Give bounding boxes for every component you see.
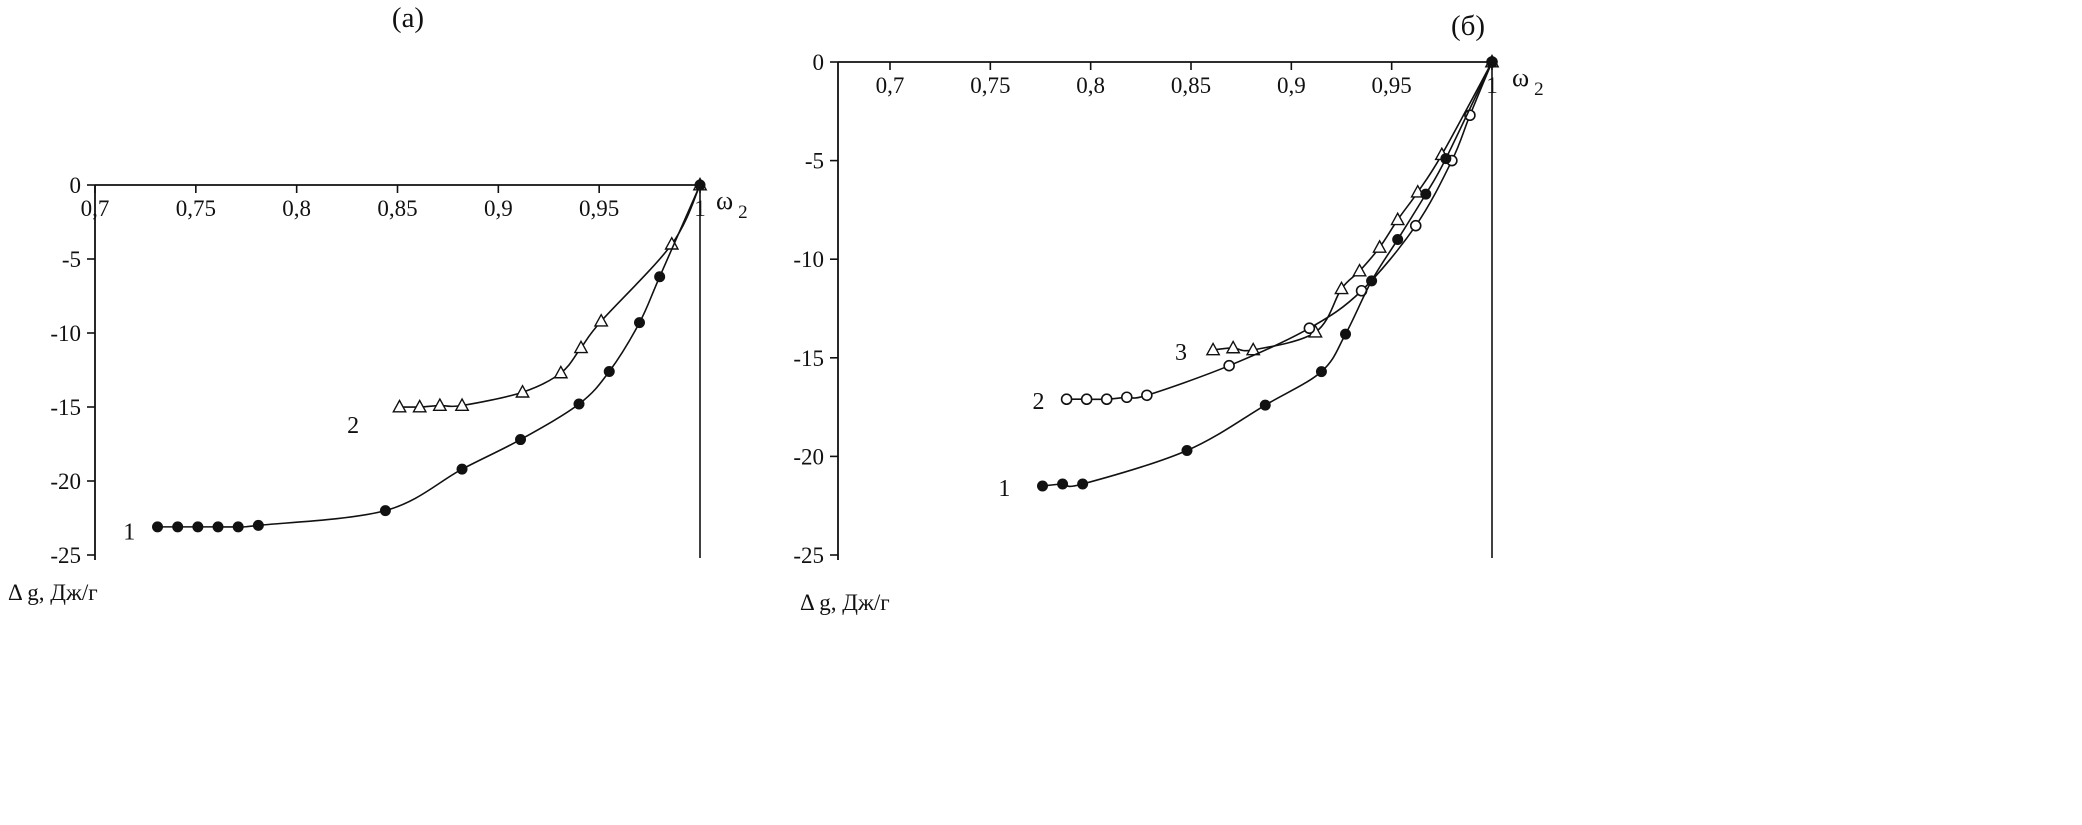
x-tick-label: 0,85 bbox=[1171, 73, 1211, 98]
series-3-label: 3 bbox=[1175, 340, 1187, 366]
open-circle-marker bbox=[1409, 219, 1422, 232]
open-triangle-marker bbox=[412, 399, 428, 413]
filled-circle-marker bbox=[573, 398, 585, 410]
y-tick-label: -15 bbox=[793, 346, 824, 371]
filled-circle-marker bbox=[1392, 233, 1404, 245]
filled-circle-marker bbox=[634, 317, 645, 329]
y-tick-label: -10 bbox=[50, 321, 81, 346]
open-triangle-marker bbox=[573, 339, 589, 354]
filled-circle-marker bbox=[1037, 480, 1049, 492]
x-tick-label: 0,75 bbox=[970, 73, 1010, 98]
open-circle-marker bbox=[1223, 359, 1235, 372]
open-triangle-marker bbox=[432, 397, 448, 412]
open-triangle-marker bbox=[593, 313, 609, 327]
series-2-label: 2 bbox=[1032, 389, 1044, 415]
open-triangle-marker bbox=[515, 384, 530, 398]
filled-circle-marker bbox=[379, 505, 391, 517]
y-tick-label: -15 bbox=[50, 395, 81, 420]
x-tick-label: 0,75 bbox=[176, 196, 216, 221]
filled-circle-marker bbox=[212, 521, 224, 533]
y-tick-label: 0 bbox=[813, 50, 825, 75]
open-circle-marker bbox=[1100, 393, 1113, 406]
y-tick-label: -10 bbox=[793, 247, 824, 272]
open-triangle-marker bbox=[1225, 339, 1241, 354]
open-triangle-marker bbox=[1372, 239, 1388, 253]
filled-circle-marker bbox=[1486, 56, 1498, 68]
y-tick-label: -20 bbox=[793, 444, 824, 469]
open-circle-marker bbox=[1141, 389, 1153, 402]
series-1-label: 1 bbox=[998, 476, 1010, 502]
filled-circle-marker bbox=[232, 521, 244, 533]
series-2-curve bbox=[399, 184, 701, 408]
x-tick-label: 1 bbox=[1486, 73, 1498, 98]
series-2-curve bbox=[1066, 61, 1493, 401]
filled-circle-marker bbox=[1440, 153, 1452, 165]
y-tick-label: -25 bbox=[50, 543, 81, 568]
chart-panel-б: 0,7 0,75 0,8 0,85 0,9 0,95 1 0 -5 -10 -15 -20 -25 ω 2 Δ… bbox=[793, 50, 1543, 615]
series-1-curve bbox=[1042, 61, 1493, 488]
x-tick-label: 1 bbox=[694, 196, 706, 221]
open-triangle-marker bbox=[392, 399, 407, 413]
filled-circle-marker bbox=[1077, 478, 1089, 490]
x-tick-label: 0,95 bbox=[1372, 73, 1412, 98]
filled-circle-marker bbox=[152, 521, 164, 533]
x-tick-label: 0,9 bbox=[484, 196, 513, 221]
y-tick-label: -5 bbox=[805, 149, 824, 174]
chart-a-title: (а) bbox=[391, 2, 425, 34]
series-2-label: 2 bbox=[347, 413, 359, 439]
filled-circle-marker bbox=[603, 365, 615, 377]
series-3-curve bbox=[1212, 61, 1493, 352]
open-circle-marker bbox=[1303, 322, 1316, 335]
chart-b-title: (б) bbox=[1450, 10, 1486, 42]
filled-circle-marker bbox=[192, 521, 204, 533]
open-triangle-marker bbox=[553, 365, 569, 379]
open-circle-marker bbox=[1080, 393, 1093, 406]
y-tick-label: -25 bbox=[793, 543, 824, 568]
filled-circle-marker bbox=[456, 463, 468, 475]
x-tick-label: 0,9 bbox=[1277, 73, 1306, 98]
filled-circle-marker bbox=[1259, 399, 1271, 411]
filled-circle-marker bbox=[1340, 328, 1352, 340]
x-tick-label: 0,8 bbox=[1076, 73, 1105, 98]
y-tick-label: 0 bbox=[70, 173, 82, 198]
filled-circle-marker bbox=[1366, 275, 1378, 287]
filled-circle-marker bbox=[172, 521, 184, 533]
open-circle-marker bbox=[1120, 391, 1133, 404]
filled-circle-marker bbox=[515, 434, 527, 446]
filled-circle-marker bbox=[1315, 366, 1327, 378]
open-triangle-marker bbox=[1390, 211, 1406, 226]
x-tick-label: 0,7 bbox=[876, 73, 905, 98]
open-circle-marker bbox=[1060, 393, 1073, 406]
y-tick-label: -20 bbox=[50, 469, 81, 494]
y-tick-label: -5 bbox=[62, 247, 81, 272]
y-axis-label: Δ g, Дж/г bbox=[800, 590, 890, 615]
filled-circle-marker bbox=[1181, 444, 1193, 456]
x-tick-label: 0,95 bbox=[579, 196, 619, 221]
filled-circle-marker bbox=[654, 271, 666, 283]
open-triangle-marker bbox=[1352, 263, 1367, 277]
filled-circle-marker bbox=[1057, 478, 1069, 490]
filled-circle-marker bbox=[1420, 188, 1432, 200]
y-axis-label: Δ g, Дж/г bbox=[8, 580, 98, 605]
x-tick-label: 0,8 bbox=[282, 196, 311, 221]
chart-panel-a: 0,7 0,75 0,8 0,85 0,9 0,95 1 0 -5 -10 -15 -20 -25 ω 2 Δ… bbox=[8, 173, 748, 605]
filled-circle-marker bbox=[694, 179, 706, 191]
series-1-label: 1 bbox=[123, 519, 135, 545]
open-triangle-marker bbox=[1205, 341, 1221, 356]
filled-circle-marker bbox=[252, 519, 264, 531]
x-tick-label: 0,7 bbox=[81, 196, 110, 221]
open-triangle-marker bbox=[1334, 280, 1349, 295]
open-triangle-marker bbox=[454, 397, 470, 412]
series-1-curve bbox=[157, 184, 701, 528]
x-tick-label: 0,85 bbox=[377, 196, 417, 221]
